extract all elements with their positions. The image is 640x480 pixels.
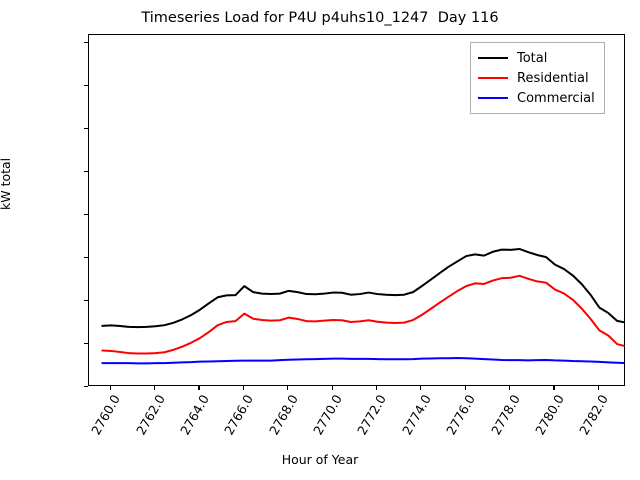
legend-swatch-commercial [478, 97, 508, 99]
legend-item-commercial[interactable]: Commercial [478, 88, 595, 108]
x-tick-mark [287, 386, 289, 390]
x-tick-label: 2774.0 [398, 392, 434, 438]
x-tick-label: 2770.0 [310, 392, 346, 438]
x-tick-label: 2782.0 [576, 392, 612, 438]
x-tick-mark [553, 386, 555, 390]
legend-swatch-total [478, 57, 508, 59]
series-line-total [101, 247, 625, 329]
x-tick-label: 2772.0 [354, 392, 390, 438]
y-tick-mark [84, 299, 88, 301]
legend-label: Commercial [517, 90, 595, 106]
x-tick-label: 2762.0 [132, 392, 168, 438]
legend-item-residential[interactable]: Residential [478, 68, 595, 88]
y-tick-mark [84, 42, 88, 44]
x-tick-label: 2780.0 [532, 392, 567, 438]
y-tick-mark [84, 342, 88, 344]
legend-label: Residential [517, 70, 589, 86]
chart-title: Timeseries Load for P4U p4uhs10_1247 Day… [141, 10, 499, 26]
x-tick-mark [198, 386, 200, 390]
x-tick-mark [420, 386, 422, 390]
y-tick-mark [84, 256, 88, 258]
series-line-commercial [101, 357, 625, 365]
plot-lines [101, 247, 625, 365]
legend-label: Total [517, 50, 548, 66]
y-tick-mark [84, 85, 88, 87]
x-tick-mark [509, 386, 511, 390]
x-tick-mark [109, 386, 111, 390]
y-tick-mark [84, 127, 88, 130]
x-tick-mark [154, 386, 156, 390]
y-tick-mark [84, 170, 88, 172]
x-tick-label: 2778.0 [487, 392, 523, 438]
x-tick-mark [375, 386, 378, 390]
legend-item-total[interactable]: Total [478, 48, 595, 68]
y-tick-mark [84, 213, 88, 215]
y-axis-label: kW total [0, 157, 13, 210]
x-tick-label: 2768.0 [265, 392, 301, 438]
chart-legend: Total Residential Commercial [470, 42, 605, 114]
series-line-residential [101, 274, 625, 355]
x-tick-label: 2764.0 [177, 392, 212, 438]
x-tick-label: 2766.0 [221, 392, 257, 438]
x-axis-label: Hour of Year [281, 452, 359, 467]
x-tick-mark [597, 386, 599, 390]
x-tick-mark [331, 386, 333, 390]
x-tick-label: 2776.0 [443, 392, 479, 438]
x-tick-mark [242, 386, 244, 390]
x-tick-label: 2760.0 [88, 392, 124, 438]
legend-swatch-residential [478, 77, 508, 79]
y-tick-mark [84, 385, 88, 387]
x-tick-mark [464, 386, 466, 390]
